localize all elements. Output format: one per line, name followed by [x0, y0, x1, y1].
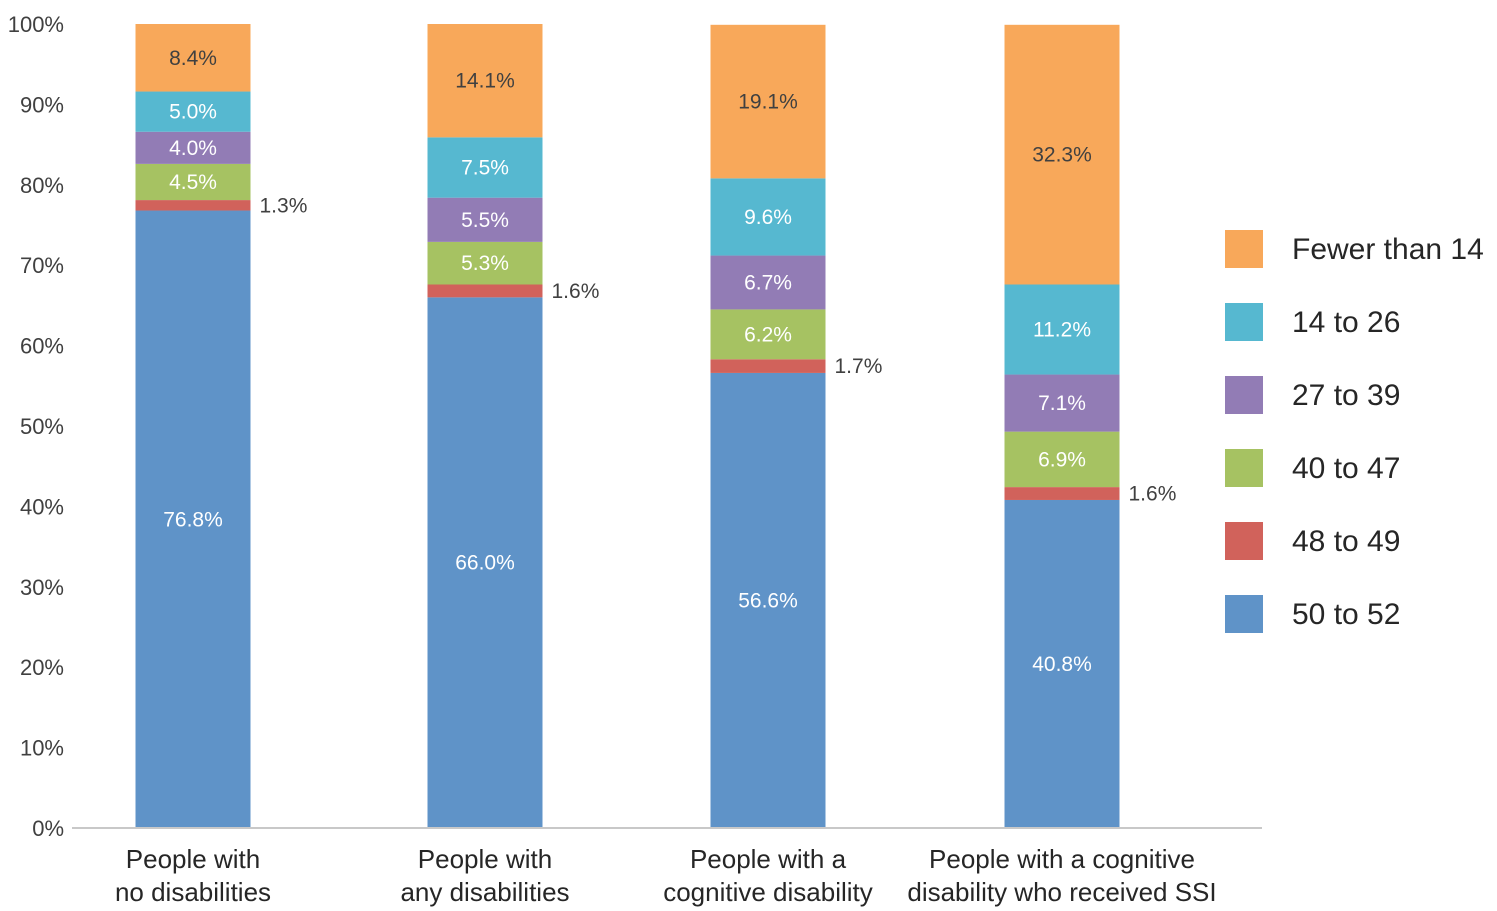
bar-segment — [1004, 284, 1120, 375]
x-category-label: People with a cognitive disability who re… — [907, 844, 1216, 907]
bar-stack: 76.8% 1.3% 4.5% 4.0% 5.0% 8.4% — [135, 24, 308, 828]
y-tick-label: 40% — [20, 494, 64, 519]
legend-label: 40 to 47 — [1292, 452, 1400, 485]
bar-segment — [135, 91, 251, 132]
bar-segment — [427, 284, 543, 298]
data-label: 6.9% — [1038, 448, 1086, 471]
bar-stack: 66.0% 1.6% 5.3% 5.5% 7.5% 14.1% — [427, 24, 600, 828]
bar-segment — [710, 372, 826, 828]
data-label: 66.0% — [455, 552, 515, 575]
y-tick-label: 0% — [32, 816, 64, 841]
bar-segment — [1004, 499, 1120, 828]
y-tick-label: 80% — [20, 173, 64, 198]
data-label: 1.6% — [1129, 483, 1177, 506]
data-label: 14.1% — [455, 70, 515, 93]
legend-label: 50 to 52 — [1292, 598, 1400, 631]
legend-swatch — [1225, 303, 1263, 341]
bar-segment — [1004, 487, 1120, 500]
legend-label: Fewer than 14 — [1292, 233, 1484, 266]
data-label: 76.8% — [163, 508, 223, 531]
legend-swatch — [1225, 376, 1263, 414]
legend-item: 50 to 52 — [1225, 595, 1400, 633]
data-label: 40.8% — [1032, 653, 1092, 676]
data-label: 56.6% — [738, 589, 798, 612]
bar-segment — [710, 178, 826, 256]
bar-segment — [135, 200, 251, 211]
y-tick-label: 50% — [20, 414, 64, 439]
data-label: 8.4% — [169, 47, 217, 70]
legend-label: 27 to 39 — [1292, 379, 1400, 412]
data-label: 1.3% — [260, 194, 308, 217]
data-label: 6.7% — [744, 271, 792, 294]
x-category-label: People with no disabilities — [115, 844, 271, 907]
legend-label: 14 to 26 — [1292, 306, 1400, 339]
bar-stack: 56.6% 1.7% 6.2% 6.7% 9.6% 19.1% — [710, 24, 883, 828]
legend-label: 48 to 49 — [1292, 525, 1400, 558]
data-label: 4.5% — [169, 171, 217, 194]
bar-segment — [1004, 431, 1120, 488]
legend: Fewer than 14 14 to 26 27 to 39 40 to 47 48 … — [1225, 230, 1484, 633]
bar-segment — [135, 24, 251, 92]
x-category-label: People with any disabilities — [400, 844, 569, 907]
bar-segment — [427, 197, 543, 242]
legend-item: 48 to 49 — [1225, 522, 1400, 560]
bars: 76.8% 1.3% 4.5% 4.0% 5.0% 8.4% 66.0% 1.6% 5.3% 5.… — [135, 24, 1177, 828]
bar-segment — [710, 359, 826, 373]
legend-item: 27 to 39 — [1225, 376, 1400, 414]
bar-segment — [427, 24, 543, 138]
data-label: 5.5% — [461, 209, 509, 232]
bar-segment — [427, 241, 543, 285]
data-label: 9.6% — [744, 206, 792, 229]
data-label: 4.0% — [169, 137, 217, 160]
data-label: 5.3% — [461, 252, 509, 275]
y-tick-label: 60% — [20, 334, 64, 359]
y-tick-label: 10% — [20, 736, 64, 761]
legend-swatch — [1225, 595, 1263, 633]
data-label: 1.7% — [835, 355, 883, 378]
y-tick-label: 100% — [8, 12, 64, 37]
bar-segment — [135, 210, 251, 828]
y-tick-label: 20% — [20, 655, 64, 680]
bar-segment — [1004, 24, 1120, 285]
x-axis: People with no disabilities People with any… — [115, 844, 1217, 907]
y-tick-label: 30% — [20, 575, 64, 600]
y-tick-label: 70% — [20, 253, 64, 278]
y-axis: 0% 10% 20% 30% 40% 50% 60% 70% 80% 90% 100% — [8, 12, 64, 841]
legend-item: 40 to 47 — [1225, 449, 1400, 487]
legend-swatch — [1225, 449, 1263, 487]
x-category-label: People with a cognitive disability — [663, 844, 873, 907]
bar-segment — [135, 131, 251, 164]
bar-segment — [710, 24, 826, 179]
data-label: 7.5% — [461, 157, 509, 180]
bar-segment — [710, 255, 826, 310]
data-label: 19.1% — [738, 91, 798, 114]
y-tick-label: 90% — [20, 92, 64, 117]
data-label: 1.6% — [552, 280, 600, 303]
legend-swatch — [1225, 522, 1263, 560]
bar-segment — [1004, 374, 1120, 432]
legend-item: Fewer than 14 — [1225, 230, 1484, 268]
legend-item: 14 to 26 — [1225, 303, 1400, 341]
bar-segment — [710, 309, 826, 360]
data-label: 7.1% — [1038, 392, 1086, 415]
data-label: 11.2% — [1033, 319, 1091, 342]
data-label: 32.3% — [1032, 144, 1092, 167]
data-label: 5.0% — [169, 101, 217, 124]
legend-swatch — [1225, 230, 1263, 268]
bar-segment — [427, 137, 543, 198]
bar-segment — [427, 297, 543, 828]
bar-stack: 40.8% 1.6% 6.9% 7.1% 11.2% 32.3% — [1004, 24, 1177, 828]
bar-segment — [135, 163, 251, 201]
data-label: 6.2% — [744, 323, 792, 346]
